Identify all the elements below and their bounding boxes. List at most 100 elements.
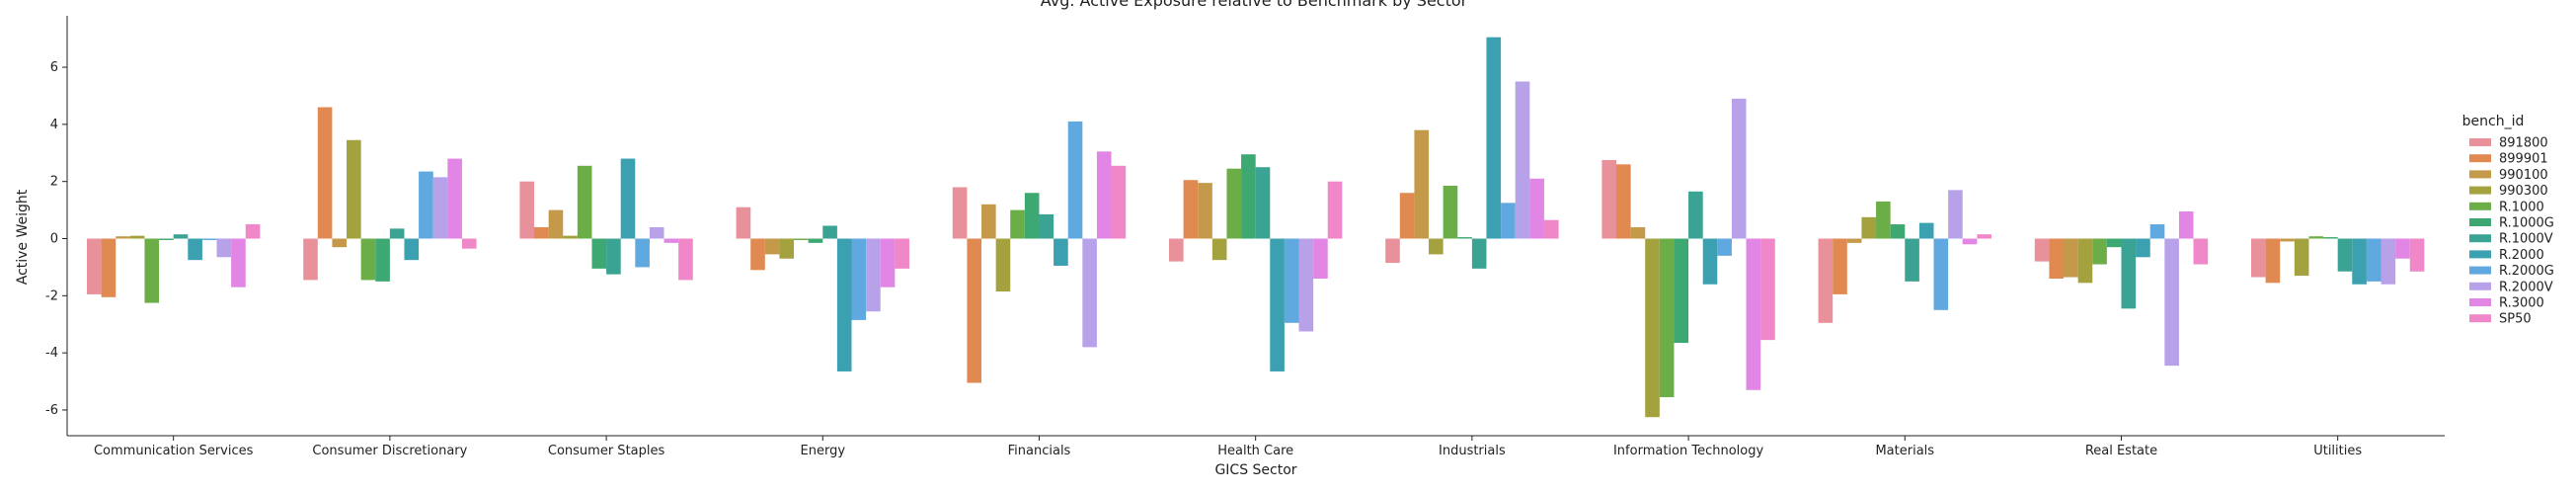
- bar: [1977, 234, 1991, 239]
- bar: [1443, 186, 1458, 239]
- bar: [87, 238, 102, 294]
- bar: [447, 158, 462, 239]
- bar: [1183, 180, 1199, 239]
- bar: [2149, 224, 2165, 239]
- bar: [360, 238, 376, 281]
- bar: [1702, 238, 1718, 285]
- bar: [2265, 238, 2281, 284]
- bar: [1515, 81, 1530, 239]
- bar: [1327, 181, 1343, 239]
- legend-label: R.2000: [2499, 248, 2544, 263]
- bar: [1024, 193, 1040, 239]
- x-tick-label: Consumer Discretionary: [312, 444, 467, 458]
- bar: [1471, 238, 1487, 269]
- legend-swatch: [2469, 186, 2491, 195]
- bar: [866, 238, 881, 312]
- bar: [173, 234, 189, 239]
- bar: [1833, 238, 1847, 294]
- bar: [461, 238, 477, 249]
- bar: [2178, 211, 2194, 239]
- x-tick-label: Consumer Staples: [548, 444, 665, 458]
- bar: [534, 226, 549, 239]
- bar: [1457, 237, 1472, 239]
- legend-swatch: [2469, 266, 2491, 275]
- legend-label: R.2000G: [2499, 264, 2554, 279]
- bar: [2308, 236, 2324, 239]
- y-tick-label: 4: [50, 118, 58, 132]
- legend-swatch: [2469, 218, 2491, 226]
- bar: [332, 238, 348, 248]
- bar: [303, 238, 318, 281]
- bar: [1674, 238, 1689, 344]
- bar: [419, 171, 433, 239]
- bar: [2366, 238, 2381, 282]
- bar: [794, 238, 809, 240]
- bar: [967, 238, 982, 383]
- legend-swatch: [2469, 250, 2491, 259]
- y-tick-label: -2: [45, 288, 58, 303]
- bar: [678, 238, 693, 281]
- bar: [1096, 151, 1112, 239]
- bar: [2381, 238, 2396, 285]
- bar: [2077, 238, 2093, 284]
- x-tick-label: Materials: [1875, 444, 1934, 458]
- bar: [808, 238, 823, 243]
- bar: [548, 209, 564, 239]
- bar: [101, 238, 117, 297]
- bar: [2294, 238, 2309, 277]
- bar: [1933, 238, 1949, 310]
- bar: [1890, 224, 1906, 239]
- bar: [2049, 238, 2065, 279]
- bar: [2106, 238, 2122, 248]
- bar: [1486, 37, 1502, 239]
- x-tick-label: Communication Services: [94, 444, 254, 458]
- bar: [2121, 238, 2137, 309]
- bar: [1543, 219, 1559, 239]
- y-tick-label: 2: [50, 175, 58, 190]
- bar: [620, 158, 636, 239]
- bar: [2395, 238, 2410, 259]
- bar: [1399, 193, 1415, 239]
- bar: [1659, 238, 1675, 397]
- bar: [1241, 154, 1256, 239]
- bar: [1846, 238, 1862, 243]
- bar: [1039, 213, 1054, 239]
- bar: [1082, 238, 1097, 348]
- legend-swatch: [2469, 138, 2491, 146]
- bar: [2193, 238, 2209, 265]
- bar: [2136, 238, 2150, 258]
- bar: [1111, 165, 1127, 239]
- legend-swatch: [2469, 202, 2491, 210]
- bar: [1731, 98, 1747, 239]
- x-ticks-group: Communication Services Consumer Discretio…: [94, 436, 2362, 458]
- bar: [389, 228, 405, 239]
- bar: [1429, 238, 1444, 255]
- bar: [995, 238, 1011, 291]
- bar: [1284, 238, 1299, 323]
- y-tick-label: -4: [45, 346, 58, 361]
- bar: [1905, 238, 1919, 282]
- bar: [1414, 129, 1430, 239]
- bar: [1501, 203, 1516, 239]
- bar: [1054, 238, 1068, 266]
- x-tick-label: Financials: [1008, 444, 1071, 458]
- legend-swatch: [2469, 282, 2491, 290]
- legend-label: R.2000V: [2499, 280, 2553, 294]
- bar: [664, 238, 679, 243]
- bar: [2064, 238, 2078, 278]
- bar: [1818, 238, 1834, 323]
- legend-swatch: [2469, 298, 2491, 306]
- y-tick-label: -6: [45, 403, 58, 418]
- legend-label: R.1000V: [2499, 232, 2553, 247]
- bar: [2352, 238, 2367, 285]
- bar: [159, 238, 174, 240]
- bar: [2280, 238, 2295, 242]
- bar: [764, 238, 780, 255]
- bar: [1630, 226, 1646, 239]
- bar: [1688, 191, 1703, 239]
- bar: [1717, 238, 1732, 256]
- y-tick-label: 6: [50, 60, 58, 75]
- legend-label: 990100: [2499, 168, 2548, 183]
- legend-swatch: [2469, 314, 2491, 323]
